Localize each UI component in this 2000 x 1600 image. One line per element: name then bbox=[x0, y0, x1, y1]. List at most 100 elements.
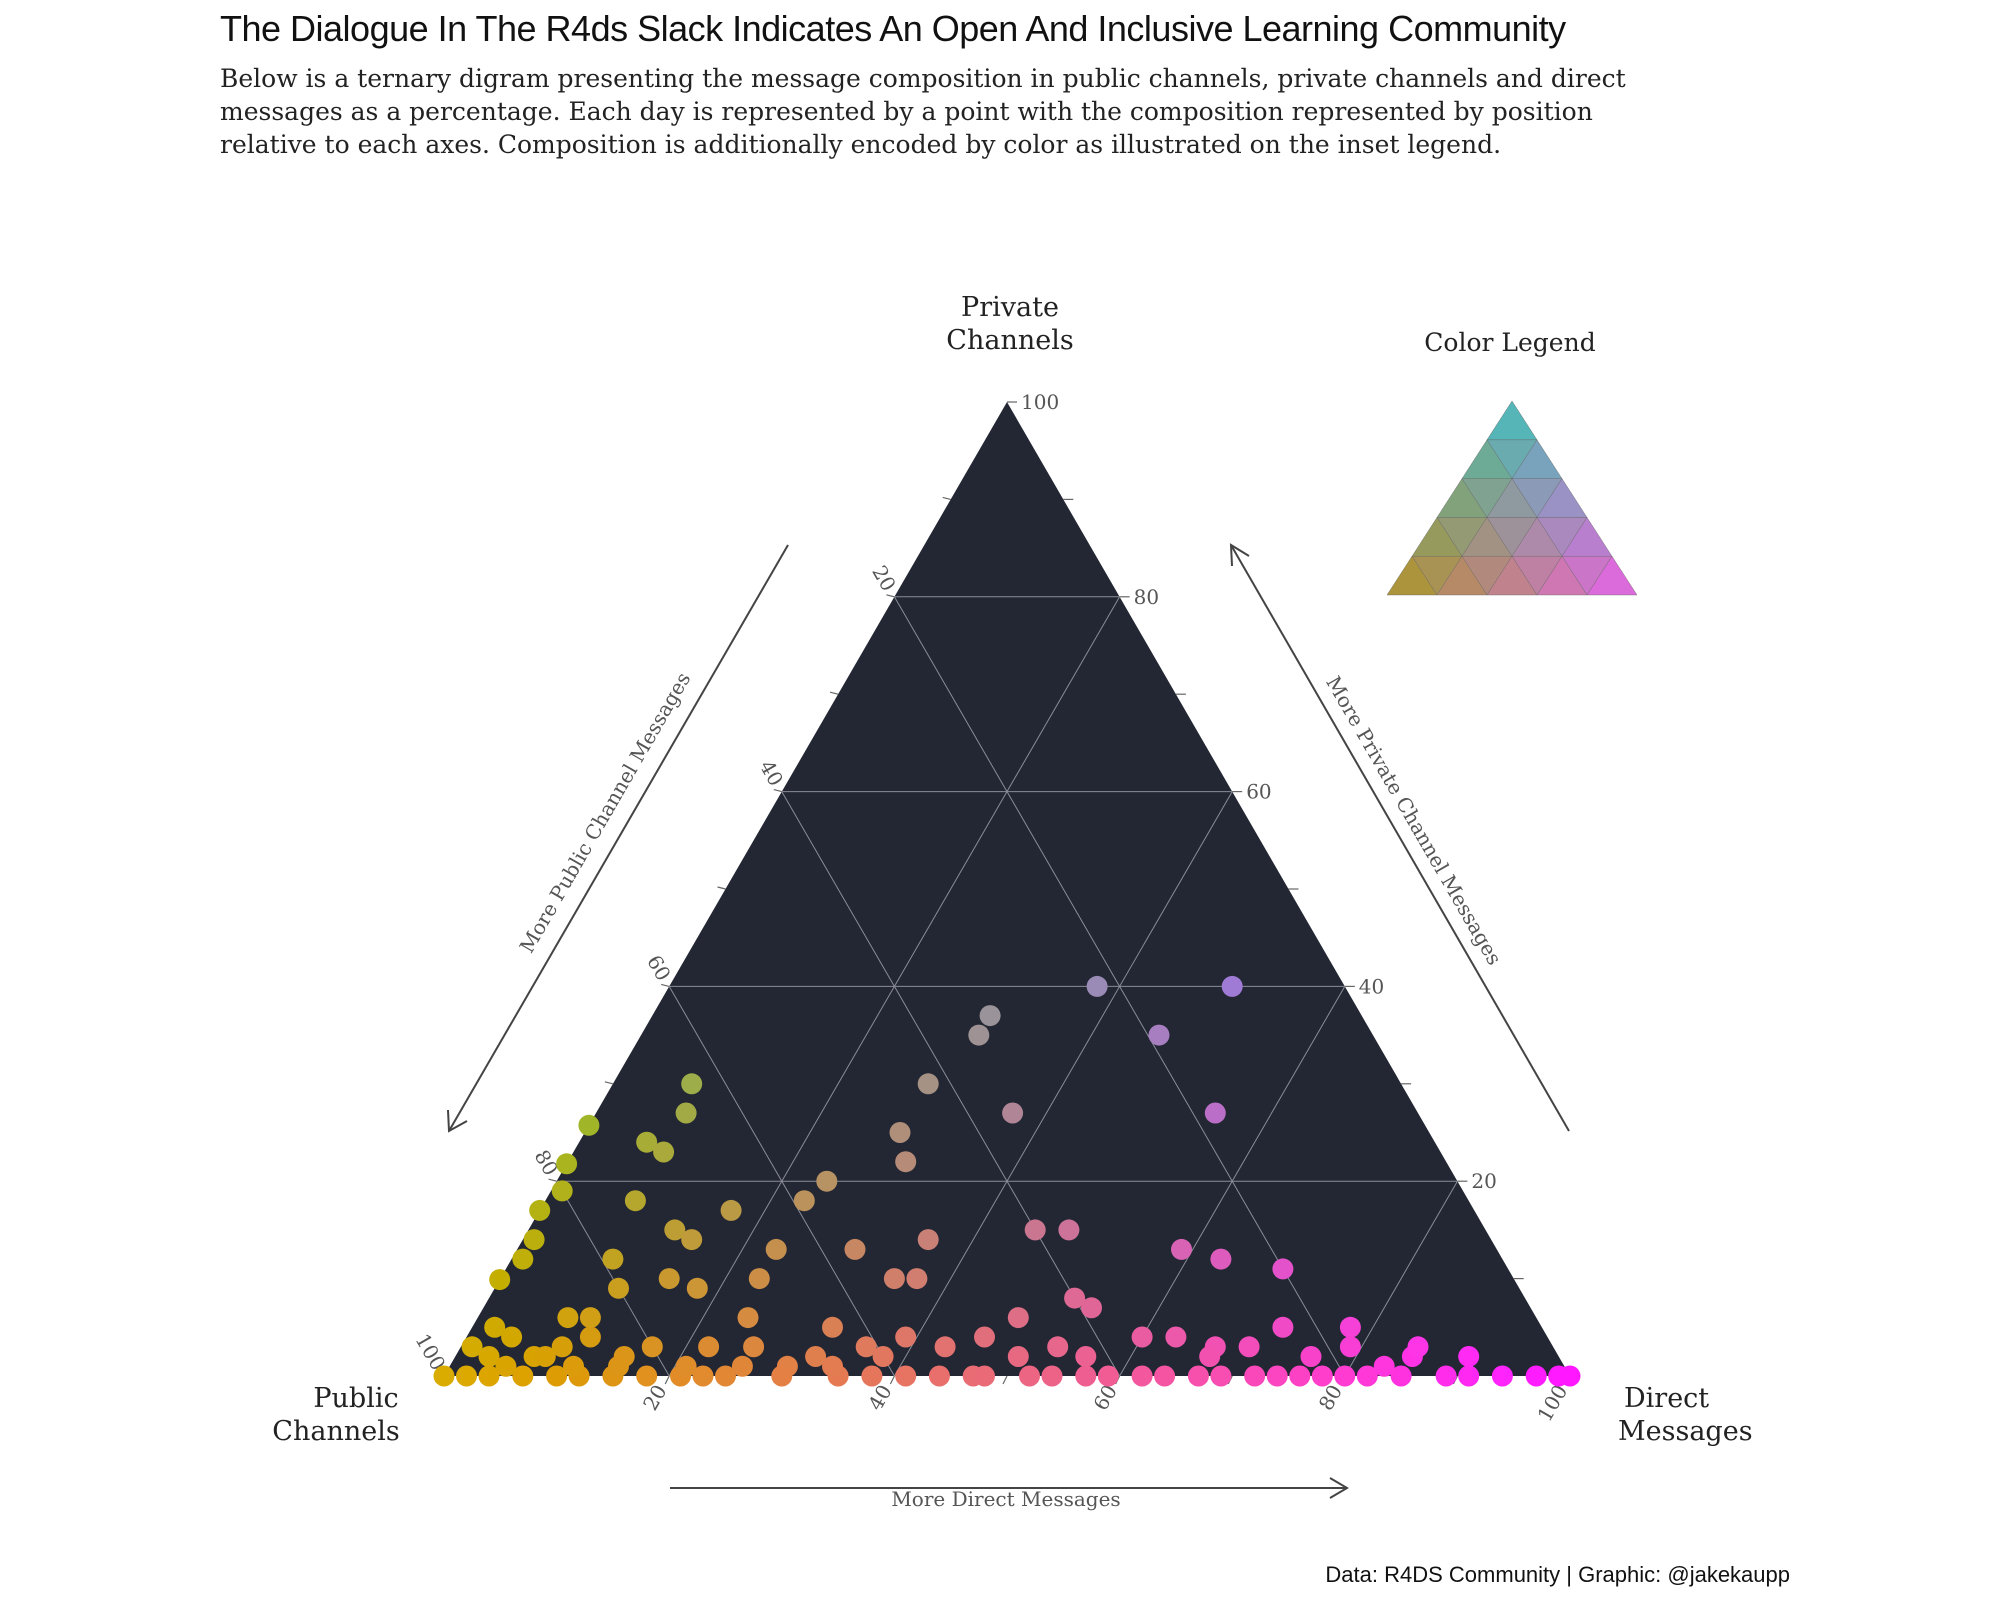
data-point bbox=[578, 1114, 600, 1136]
data-point bbox=[748, 1268, 770, 1290]
legend-cell bbox=[1511, 439, 1563, 479]
tick-label-direct-100: 100 bbox=[1532, 1381, 1572, 1426]
arrow-label-direct: More Direct Messages bbox=[891, 1487, 1120, 1511]
data-point bbox=[974, 1365, 995, 1387]
data-point bbox=[1041, 1365, 1063, 1387]
data-point bbox=[822, 1316, 843, 1338]
legend-cell bbox=[1486, 400, 1538, 440]
data-point bbox=[861, 1365, 883, 1387]
data-point bbox=[1559, 1365, 1581, 1387]
grid-line-direct-60 bbox=[1119, 986, 1346, 1377]
tick-public-60 bbox=[661, 983, 670, 987]
tick-direct-20 bbox=[664, 1375, 670, 1385]
data-point bbox=[1002, 1102, 1024, 1124]
data-point bbox=[737, 1307, 759, 1329]
data-point bbox=[895, 1326, 917, 1348]
data-point bbox=[1407, 1336, 1429, 1358]
data-point bbox=[968, 1024, 990, 1046]
data-point bbox=[883, 1268, 905, 1290]
data-point bbox=[692, 1365, 714, 1387]
data-point bbox=[928, 1365, 950, 1387]
data-point bbox=[1047, 1336, 1069, 1358]
data-point bbox=[681, 1229, 703, 1251]
data-point bbox=[563, 1355, 584, 1377]
tick-public-20 bbox=[886, 594, 895, 598]
caption: Data: R4DS Community | Graphic: @jakekau… bbox=[1325, 1562, 1790, 1587]
axis-label-direct: Direct Messages bbox=[1618, 1383, 1753, 1447]
data-point bbox=[433, 1365, 455, 1387]
data-point bbox=[579, 1326, 601, 1348]
data-point bbox=[1491, 1365, 1513, 1387]
data-point bbox=[1390, 1365, 1412, 1387]
tick-public-50 bbox=[717, 886, 726, 890]
data-point bbox=[1210, 1365, 1232, 1387]
tick-direct-50 bbox=[1002, 1375, 1008, 1385]
data-point bbox=[1075, 1346, 1097, 1367]
tick-label-private-40: 40 bbox=[1359, 974, 1384, 998]
data-point bbox=[1131, 1326, 1153, 1348]
data-point bbox=[765, 1238, 787, 1260]
data-point bbox=[1081, 1297, 1102, 1319]
tick-public-30 bbox=[829, 691, 839, 695]
data-point bbox=[489, 1269, 511, 1291]
chart-subtitle: Below is a ternary digram presenting the… bbox=[220, 64, 1626, 159]
data-point bbox=[917, 1073, 939, 1095]
data-point bbox=[771, 1365, 793, 1387]
data-point bbox=[681, 1073, 703, 1095]
data-point bbox=[456, 1365, 477, 1387]
data-point bbox=[1019, 1365, 1040, 1387]
arrow-label-public: More Public Channel Messages bbox=[515, 668, 696, 957]
data-point bbox=[1311, 1365, 1333, 1387]
data-point bbox=[715, 1365, 736, 1387]
data-point bbox=[1334, 1365, 1356, 1387]
data-point bbox=[731, 1355, 753, 1377]
data-point bbox=[805, 1346, 827, 1367]
data-point bbox=[1300, 1346, 1322, 1367]
tick-public-40 bbox=[773, 789, 782, 793]
data-point bbox=[1458, 1365, 1480, 1387]
data-point bbox=[822, 1355, 843, 1377]
data-point bbox=[1024, 1219, 1046, 1241]
data-point bbox=[1373, 1355, 1395, 1377]
data-point bbox=[1165, 1326, 1187, 1348]
axis-label-private: Private Channels bbox=[946, 292, 1073, 356]
data-point bbox=[1187, 1365, 1209, 1387]
data-point bbox=[895, 1365, 917, 1387]
data-points bbox=[433, 975, 1581, 1387]
tick-label-public-20: 20 bbox=[867, 561, 901, 595]
tick-label-public-40: 40 bbox=[755, 756, 789, 790]
data-point bbox=[602, 1248, 624, 1270]
data-point bbox=[512, 1248, 534, 1270]
data-point bbox=[974, 1326, 995, 1348]
tick-public-10 bbox=[942, 496, 951, 500]
data-point bbox=[793, 1190, 815, 1212]
tick-label-private-60: 60 bbox=[1246, 780, 1271, 804]
data-point bbox=[1238, 1336, 1260, 1358]
data-point bbox=[979, 1005, 1001, 1027]
legend-title: Color Legend bbox=[1424, 328, 1595, 357]
grid-line-direct-80 bbox=[1344, 1180, 1458, 1377]
data-point bbox=[720, 1199, 742, 1221]
data-point bbox=[1007, 1307, 1029, 1329]
tick-label-private-20: 20 bbox=[1471, 1169, 1496, 1193]
data-point bbox=[872, 1346, 894, 1367]
data-point bbox=[1339, 1336, 1361, 1358]
data-point bbox=[608, 1355, 629, 1377]
data-point bbox=[658, 1268, 680, 1290]
data-point bbox=[495, 1355, 517, 1377]
data-point bbox=[1204, 1102, 1226, 1124]
data-point bbox=[1525, 1365, 1547, 1387]
data-point bbox=[1154, 1365, 1176, 1387]
data-point bbox=[1097, 1365, 1119, 1387]
data-point bbox=[1458, 1346, 1480, 1367]
tick-direct-40 bbox=[889, 1375, 895, 1385]
arrow-direct: More Direct Messages bbox=[670, 1477, 1349, 1511]
data-point bbox=[1171, 1238, 1192, 1260]
data-point bbox=[579, 1307, 601, 1329]
data-point bbox=[1199, 1346, 1221, 1367]
color-legend bbox=[1386, 400, 1638, 596]
data-point bbox=[1289, 1365, 1311, 1387]
data-point bbox=[1210, 1248, 1232, 1270]
data-point bbox=[1221, 975, 1243, 997]
